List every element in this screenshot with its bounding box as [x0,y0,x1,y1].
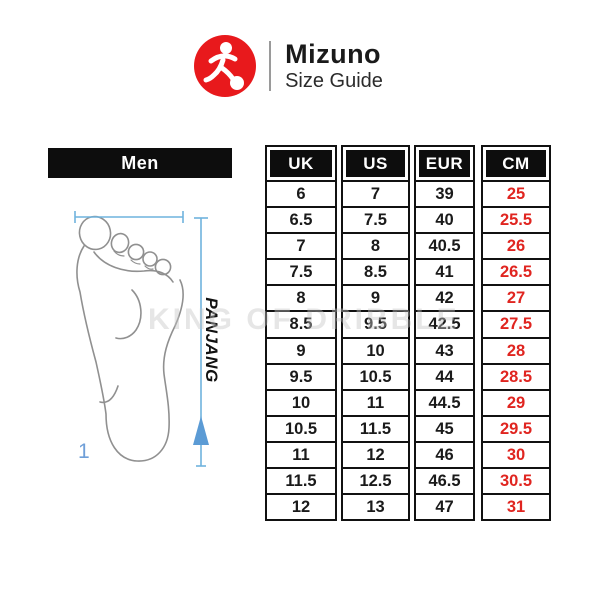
size-cell: 25.5 [483,208,549,235]
arrow-up-icon [193,416,209,445]
size-column-uk: UK 6 6.5 7 7.5 8 8.5 9 9.5 10 10.5 11 11.5 12 [265,145,337,522]
size-cell: 27 [483,286,549,313]
size-cell: 8.5 [267,312,335,339]
size-cell: 12.5 [343,469,408,496]
size-cell: 9.5 [343,312,408,339]
size-column-eur: EUR 39 40 40.5 41 42 42.5 43 44 44.5 45 46 46.5 47 [414,145,475,522]
size-column-us: US 7 7.5 8 8.5 9 9.5 10 10.5 11 11.5 12 12.5 13 [341,145,410,522]
size-cell: 26.5 [483,260,549,287]
runner-kicking-ball-icon [194,35,257,97]
size-cell: 40 [416,208,473,235]
size-cell: 43 [416,339,473,365]
size-cell: 9 [343,286,408,313]
size-cell: 10 [267,391,335,417]
size-table: UK 6 6.5 7 7.5 8 8.5 9 9.5 10 10.5 11 11.5 12 US 7 7.5 8 8… [265,145,551,522]
size-cell: 44 [416,365,473,391]
size-cell: 11.5 [267,469,335,496]
size-cell: 10.5 [343,365,408,391]
size-cell: 11 [343,391,408,417]
size-cell: 8 [267,286,335,313]
size-cell: 12 [343,443,408,470]
section-title-men: Men [48,148,232,178]
size-cell: 9 [267,339,335,365]
column-header: CM [483,147,549,182]
size-cell: 39 [416,182,473,209]
size-cell: 7.5 [343,208,408,235]
brand-header: Mizuno Size Guide [0,34,588,98]
size-cell: 40.5 [416,234,473,261]
foot-measurement-diagram [74,211,209,467]
size-cell: 30.5 [483,469,549,496]
brand-name: Mizuno [285,39,382,70]
size-cell: 6.5 [267,208,335,235]
size-cell: 7 [267,234,335,261]
width-measure-line [74,211,184,223]
length-axis-label: PANJANG [202,297,221,383]
size-cell: 11.5 [343,417,408,443]
size-cell: 8 [343,234,408,261]
size-cell: 26 [483,234,549,261]
size-cell: 10.5 [267,417,335,443]
size-cell: 12 [291,498,311,517]
size-cell: 7 [343,182,408,209]
size-cell: 27.5 [483,312,549,339]
size-cell: 6 [267,182,335,209]
column-header: EUR [416,147,473,182]
size-cell: 41 [416,260,473,287]
size-cell: 11 [267,443,335,470]
size-cell: 42.5 [416,312,473,339]
size-cell: 7.5 [267,260,335,287]
size-cell: 8.5 [343,260,408,287]
header-divider [269,41,272,91]
size-cell: 29.5 [483,417,549,443]
column-header: US [343,147,408,182]
size-cell: 47 [435,498,454,517]
size-column-cm: CM 25 25.5 26 26.5 27 27.5 28 28.5 29 29.5 30 30.5 31 [481,145,551,522]
brand-subtitle: Size Guide [285,69,383,92]
size-cell: 28.5 [483,365,549,391]
foot-sole-outline [76,215,184,462]
size-cell: 9.5 [267,365,335,391]
size-cell: 28 [483,339,549,365]
column-header-label: US [346,150,405,177]
size-cell: 30 [483,443,549,470]
size-cell: 10 [343,339,408,365]
size-cell: 29 [483,391,549,417]
size-cell: 31 [506,498,526,517]
size-cell: 25 [483,182,549,209]
column-header-label: CM [486,150,546,177]
column-header-label: EUR [419,150,470,177]
size-cell: 42 [416,286,473,313]
column-header-label: UK [270,150,332,177]
size-cell: 45 [416,417,473,443]
size-cell: 13 [366,498,385,517]
column-header: UK [267,147,335,182]
measure-note-1: 1 [78,440,90,463]
size-cell: 44.5 [416,391,473,417]
size-cell: 46 [416,443,473,470]
size-cell: 46.5 [416,469,473,496]
brand-text: Mizuno Size Guide [285,39,383,92]
